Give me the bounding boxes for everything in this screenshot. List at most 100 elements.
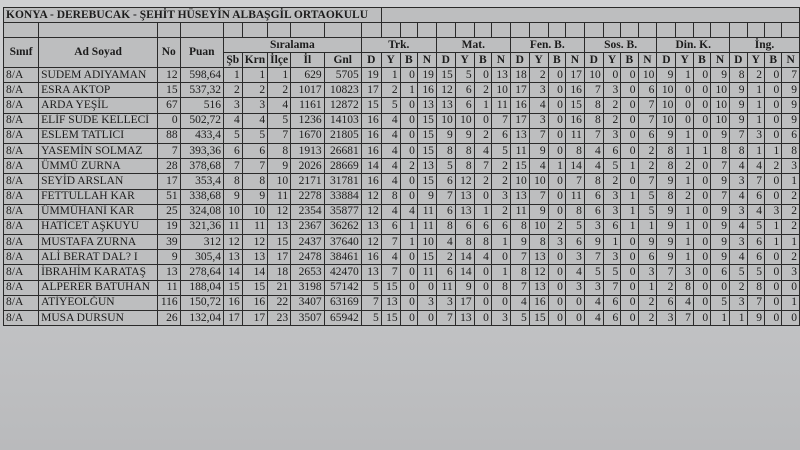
- cell-mat-y: 8: [454, 142, 475, 160]
- cell-mat-y: 6: [454, 97, 475, 114]
- cell-il: 629: [290, 66, 325, 84]
- header-n: N: [781, 52, 800, 68]
- cell-trk-b: 0: [399, 127, 418, 144]
- cell-ing-b: 0: [764, 309, 783, 327]
- cell-fen-n: 5: [564, 218, 585, 236]
- cell-mat-b: 0: [473, 309, 492, 327]
- cell-sos-n: 5: [637, 188, 658, 205]
- cell-trk-y: 7: [380, 264, 401, 281]
- cell-mat-y: 14: [454, 249, 475, 266]
- header-subject-ing: İng.: [729, 37, 800, 53]
- cell-trk-d: 16: [360, 142, 382, 160]
- cell-din-d: 10: [656, 82, 677, 99]
- cell-ing-b: 0: [764, 264, 783, 281]
- cell-trk-d: 13: [360, 218, 382, 236]
- cell-krn: 14: [241, 264, 269, 281]
- cell-din-n: 5: [710, 294, 731, 312]
- header-n: N: [416, 52, 437, 68]
- cell-mat-n: 0: [490, 294, 511, 312]
- empty-cell: [323, 22, 362, 38]
- cell-krn: 17: [241, 309, 269, 327]
- cell-din-n: 9: [710, 203, 731, 220]
- empty-cell: [509, 22, 530, 38]
- table-row: 8/A FETTULLAH KAR 51 338,68 9 9 11 2278 33884 12 8…: [2, 188, 800, 205]
- cell-ing-b: 0: [764, 97, 783, 114]
- cell-sos-y: 3: [602, 188, 622, 205]
- cell-sinif: 8/A: [2, 264, 40, 281]
- cell-trk-y: 4: [380, 249, 401, 266]
- cell-fen-b: 0: [547, 142, 566, 160]
- cell-gnl: 26681: [323, 142, 362, 160]
- cell-din-b: 0: [692, 249, 712, 266]
- cell-din-n: 1: [710, 309, 731, 327]
- cell-din-n: 8: [710, 142, 731, 160]
- cell-no: 116: [156, 294, 181, 312]
- cell-puan: 378,68: [179, 158, 224, 175]
- cell-sb: 17: [222, 309, 243, 327]
- cell-fen-d: 17: [509, 82, 530, 99]
- cell-din-b: 0: [692, 66, 712, 84]
- cell-gnl: 28669: [323, 158, 362, 175]
- cell-sos-b: 1: [620, 188, 639, 205]
- empty-cell: [528, 22, 549, 38]
- cell-sinif: 8/A: [2, 127, 40, 144]
- cell-ad-soyad: SUDEM ADIYAMAN: [38, 66, 158, 84]
- cell-sos-b: 1: [620, 203, 639, 220]
- cell-fen-y: 13: [528, 279, 549, 296]
- cell-il: 3198: [290, 279, 325, 296]
- cell-trk-d: 5: [360, 309, 382, 327]
- cell-din-b: 0: [692, 309, 712, 327]
- cell-fen-y: 4: [528, 97, 549, 114]
- cell-trk-b: 2: [399, 158, 418, 175]
- cell-il: 1161: [290, 97, 325, 114]
- cell-ad-soyad: ALİ BERAT DAL? I: [38, 249, 158, 266]
- cell-krn: 5: [241, 127, 269, 144]
- cell-trk-n: 15: [416, 249, 437, 266]
- cell-trk-y: 1: [380, 66, 401, 84]
- header-n: N: [637, 52, 658, 68]
- cell-gnl: 42470: [323, 264, 362, 281]
- cell-il: 2437: [290, 234, 325, 251]
- table-row: 8/A HATİCET AŞKUYU 19 321,36 11 11 13 2367 36262…: [2, 218, 800, 236]
- cell-sinif: 8/A: [2, 82, 40, 99]
- table-row: 8/A ELİF SUDE KELLECİ 0 502,72 4 4 5 1236 14103 1…: [2, 112, 800, 129]
- cell-mat-b: 1: [473, 203, 492, 220]
- cell-sos-n: 2: [637, 142, 658, 160]
- cell-din-d: 6: [656, 294, 677, 312]
- cell-din-b: 0: [692, 127, 712, 144]
- cell-din-y: 1: [675, 218, 694, 236]
- cell-fen-y: 15: [528, 309, 549, 327]
- cell-fen-b: 0: [547, 97, 566, 114]
- cell-fen-y: 13: [528, 249, 549, 266]
- cell-sos-d: 9: [583, 234, 604, 251]
- empty-cell: [547, 22, 566, 38]
- cell-fen-n: 3: [564, 249, 585, 266]
- cell-sb: 8: [222, 173, 243, 190]
- cell-trk-y: 4: [380, 142, 401, 160]
- cell-ing-b: 0: [764, 82, 783, 99]
- cell-mat-y: 12: [454, 173, 475, 190]
- cell-din-b: 0: [692, 82, 712, 99]
- cell-mat-n: 2: [490, 173, 511, 190]
- cell-puan: 321,36: [179, 218, 224, 236]
- cell-trk-n: 0: [416, 309, 437, 327]
- cell-mat-n: 3: [490, 309, 511, 327]
- empty-cell: [156, 22, 181, 38]
- cell-mat-b: 1: [473, 97, 492, 114]
- cell-puan: 516: [179, 97, 224, 114]
- cell-sos-d: 3: [583, 279, 604, 296]
- cell-fen-y: 8: [528, 234, 549, 251]
- cell-trk-n: 15: [416, 173, 437, 190]
- cell-fen-b: 0: [547, 173, 566, 190]
- cell-ing-b: 3: [764, 203, 783, 220]
- cell-sos-d: 10: [583, 66, 604, 84]
- cell-trk-b: 0: [399, 173, 418, 190]
- cell-din-y: 1: [675, 66, 694, 84]
- cell-ing-d: 4: [729, 249, 748, 266]
- cell-ing-d: 8: [729, 142, 748, 160]
- cell-mat-n: 1: [490, 264, 511, 281]
- cell-trk-n: 10: [416, 234, 437, 251]
- cell-din-n: 9: [710, 173, 731, 190]
- cell-mat-y: 8: [454, 234, 475, 251]
- cell-fen-d: 13: [509, 127, 530, 144]
